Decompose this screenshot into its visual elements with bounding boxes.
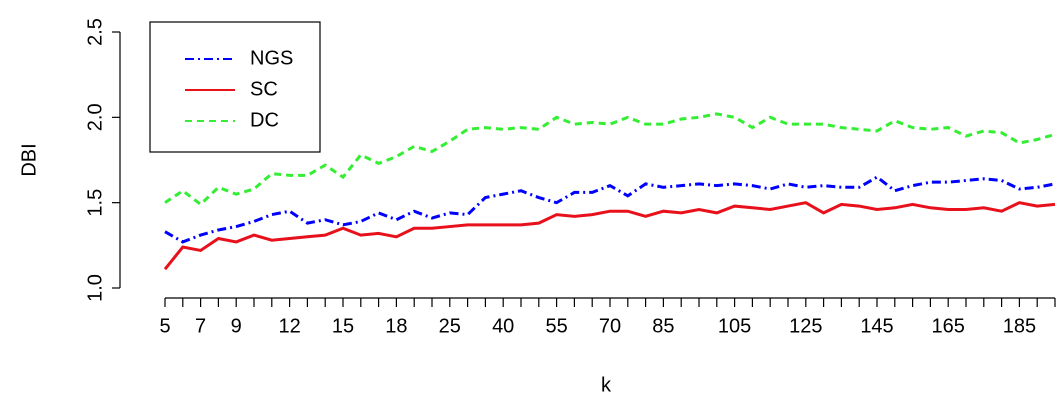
x-tick-label: 18 [385,315,407,337]
y-axis-label: DBI [18,143,40,176]
x-tick-label: 105 [718,315,751,337]
x-tick-label: 125 [789,315,822,337]
x-tick-label: 40 [492,315,514,337]
y-tick-label: 1.5 [84,189,106,217]
y-tick-label: 2.5 [84,18,106,46]
x-tick-label: 55 [545,315,567,337]
series-line [163,201,1056,271]
legend-label: NGS [250,47,293,69]
x-tick-label: 12 [278,315,300,337]
legend-label: SC [250,78,278,100]
x-tick-label: 165 [932,315,965,337]
x-tick-label: 7 [195,315,206,337]
series-line [164,175,1056,244]
x-tick-label: 85 [652,315,674,337]
legend-box [149,21,321,153]
legend-label: DC [250,109,279,131]
series-line [164,112,1056,207]
y-tick-label: 2.0 [84,103,106,131]
x-tick-label: 70 [599,315,621,337]
x-tick-label: 25 [439,315,461,337]
x-tick-label: 5 [159,315,170,337]
x-tick-label: 15 [332,315,354,337]
y-tick-label: 1.0 [84,274,106,302]
x-tick-label: 145 [860,315,893,337]
x-axis-label: k [601,374,612,396]
x-tick-label: 185 [1003,315,1036,337]
x-tick-label: 9 [231,315,242,337]
